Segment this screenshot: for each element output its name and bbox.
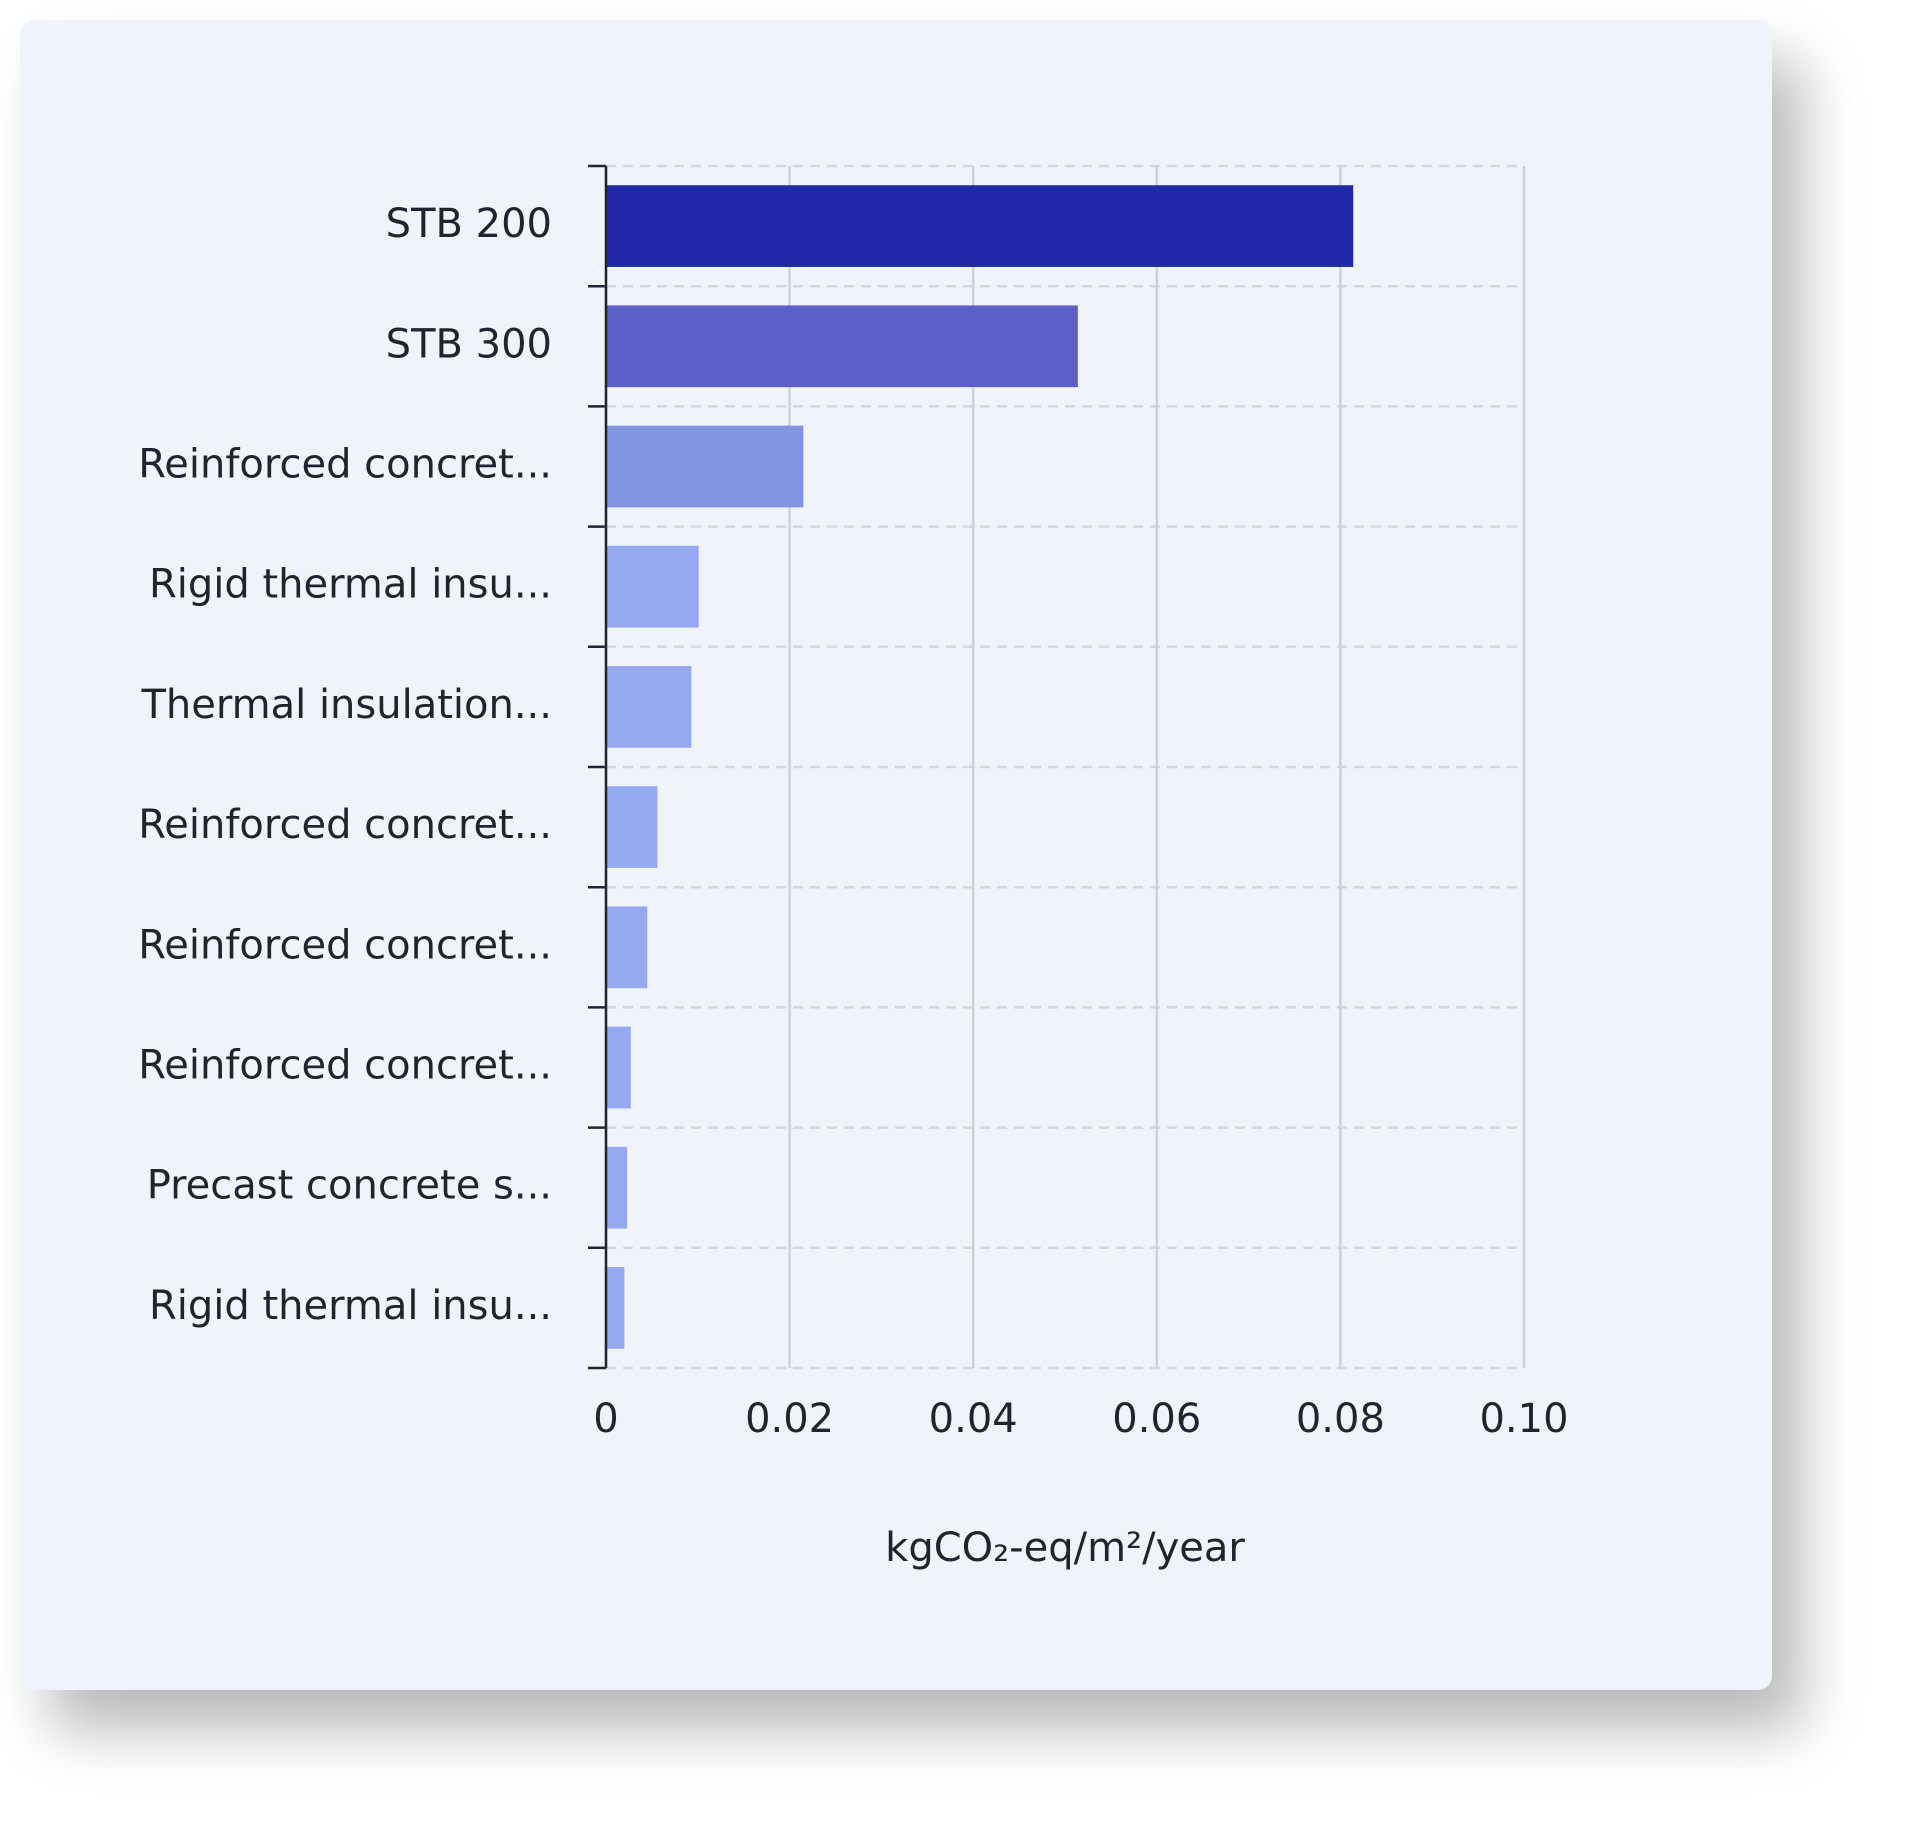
y-tick-label: Rigid thermal insu...: [149, 562, 552, 608]
bar: [606, 906, 648, 989]
y-tick-label: Reinforced concret...: [138, 1043, 552, 1089]
bar: [606, 1146, 628, 1229]
bar: [606, 1267, 625, 1349]
bar: [606, 305, 1078, 388]
chart-card: [20, 20, 1772, 1690]
x-tick-label: 0: [593, 1396, 618, 1442]
x-tick-label: 0.08: [1296, 1396, 1385, 1442]
y-tick-label: STB 300: [386, 321, 552, 367]
x-tick-label: 0.02: [745, 1396, 834, 1442]
y-tick-label: Reinforced concret...: [138, 442, 552, 488]
x-tick-label: 0.10: [1479, 1396, 1568, 1442]
bar: [606, 666, 692, 748]
bar: [606, 786, 658, 868]
y-tick-label: Reinforced concret...: [138, 802, 552, 848]
bar: [606, 185, 1354, 267]
y-tick-label: Reinforced concret...: [138, 922, 552, 968]
y-tick-label: Thermal insulation...: [141, 682, 553, 728]
bar: [606, 1026, 631, 1109]
x-tick-label: 0.04: [929, 1396, 1018, 1442]
y-tick-label: Precast concrete s...: [147, 1163, 552, 1209]
bar: [606, 545, 699, 628]
bar: [606, 425, 804, 508]
y-tick-label: STB 200: [386, 201, 552, 247]
y-tick-label: Rigid thermal insu...: [149, 1283, 552, 1329]
x-axis-label: kgCO₂-eq/m²/year: [885, 1525, 1245, 1571]
x-tick-label: 0.06: [1112, 1396, 1201, 1442]
